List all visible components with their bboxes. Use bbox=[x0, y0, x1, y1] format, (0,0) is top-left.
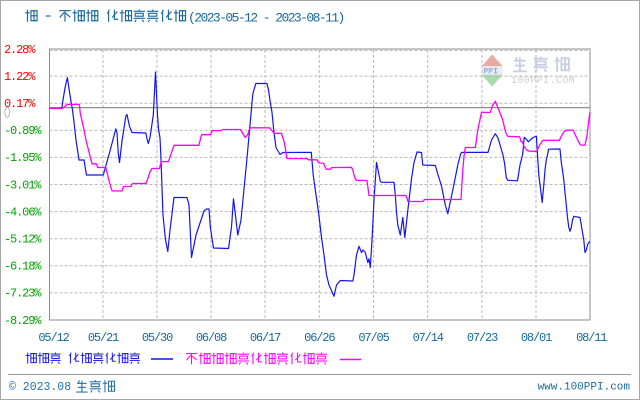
svg-text:1.22%: 1.22% bbox=[4, 70, 36, 84]
svg-text:100PPI.COM: 100PPI.COM bbox=[511, 76, 575, 87]
svg-text:08/11: 08/11 bbox=[576, 331, 607, 345]
svg-text:-8.29%: -8.29% bbox=[4, 314, 42, 328]
svg-text:-1.95%: -1.95% bbox=[4, 151, 42, 165]
svg-text:-3.01%: -3.01% bbox=[4, 178, 42, 192]
svg-text:-5.12%: -5.12% bbox=[4, 233, 42, 247]
svg-text:www.100PPI.com: www.100PPI.com bbox=[538, 382, 631, 394]
svg-text:0.17%: 0.17% bbox=[4, 97, 36, 111]
svg-text:07/14: 07/14 bbox=[413, 331, 444, 345]
svg-text:06/26: 06/26 bbox=[304, 331, 335, 345]
svg-text:-6.18%: -6.18% bbox=[4, 260, 42, 274]
svg-text:© 2023.08: © 2023.08 bbox=[9, 381, 71, 394]
svg-text:07/05: 07/05 bbox=[358, 331, 389, 345]
svg-text:05/12: 05/12 bbox=[38, 331, 69, 345]
svg-text:PPI: PPI bbox=[484, 67, 499, 76]
svg-text:-4.06%: -4.06% bbox=[4, 205, 42, 219]
svg-text:06/08: 06/08 bbox=[196, 331, 227, 345]
svg-text:05/30: 05/30 bbox=[142, 331, 173, 345]
svg-text:-7.23%: -7.23% bbox=[4, 287, 42, 301]
svg-text:05/21: 05/21 bbox=[88, 331, 119, 345]
svg-text:08/01: 08/01 bbox=[521, 331, 552, 345]
svg-text:07/23: 07/23 bbox=[467, 331, 498, 345]
svg-text:2.28%: 2.28% bbox=[4, 43, 36, 57]
svg-text:(2023-05-12 - 2023-08-11): (2023-05-12 - 2023-08-11) bbox=[188, 11, 344, 26]
svg-text:06/17: 06/17 bbox=[250, 331, 281, 345]
svg-text:-0.89%: -0.89% bbox=[4, 124, 42, 138]
